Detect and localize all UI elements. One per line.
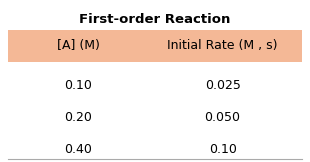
Text: First-order Reaction: First-order Reaction	[79, 12, 231, 26]
Text: 0.050: 0.050	[205, 111, 241, 124]
Text: 0.20: 0.20	[64, 111, 92, 124]
Text: 0.10: 0.10	[64, 79, 92, 92]
Text: [A] (M): [A] (M)	[57, 40, 100, 52]
Text: 0.025: 0.025	[205, 79, 241, 92]
Text: 0.10: 0.10	[209, 143, 237, 156]
Text: 0.40: 0.40	[64, 143, 92, 156]
Text: Initial Rate (M , s): Initial Rate (M , s)	[167, 40, 278, 52]
FancyBboxPatch shape	[7, 30, 303, 62]
